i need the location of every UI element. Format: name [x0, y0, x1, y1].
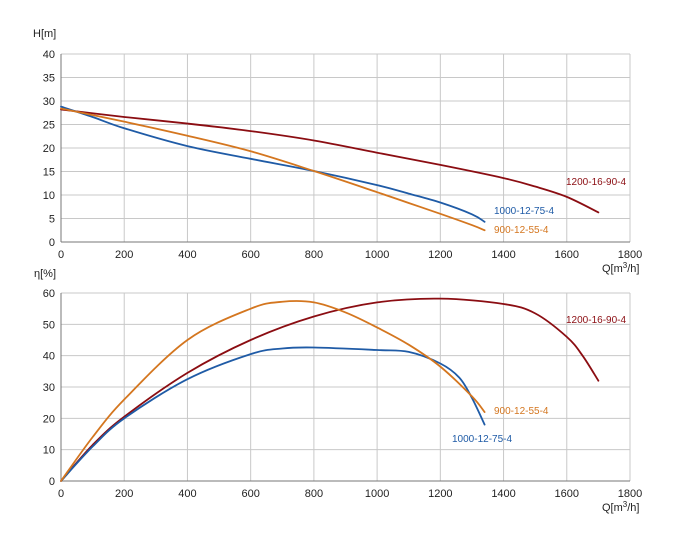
series-line-900-12-55-4: [60, 300, 486, 482]
x-tick-label: 1200: [428, 488, 452, 500]
x-tick-label: 1200: [428, 249, 452, 261]
series-line-900-12-55-4: [60, 107, 486, 232]
y-tick-label: 60: [43, 288, 55, 300]
y-tick-label: 10: [43, 445, 55, 457]
series-label-900-12-55-4: 900-12-55-4: [494, 406, 549, 417]
x-tick-label: 1600: [555, 488, 579, 500]
x-tick-label: 200: [115, 249, 133, 261]
y-tick-label: 30: [43, 96, 55, 108]
y-tick-label: 0: [49, 237, 55, 249]
y-tick-label: 5: [49, 214, 55, 226]
x-tick-label: 800: [305, 249, 323, 261]
y-axis-label: H[m]: [33, 28, 56, 40]
y-tick-label: 10: [43, 190, 55, 202]
series-label-1200-16-90-4: 1200-16-90-4: [566, 315, 626, 326]
y-tick-label: 40: [43, 49, 55, 61]
x-axis-label: Q[m3/h]: [602, 500, 639, 514]
x-tick-label: 1800: [618, 488, 642, 500]
series-label-1000-12-75-4: 1000-12-75-4: [494, 206, 554, 217]
chart-panel-2: 0 200 400 600 800 1000 1200 1400 1600 1800 0 10 20 30…: [34, 268, 642, 514]
x-axis-label-sup: 3: [623, 500, 628, 509]
y-tick-label: 25: [43, 120, 55, 132]
x-tick-label: 800: [305, 488, 323, 500]
x-tick-label: 600: [241, 249, 259, 261]
x-tick-label: 1000: [365, 249, 389, 261]
x-tick-label: 1600: [555, 249, 579, 261]
x-axis-label-end: /h]: [627, 502, 639, 514]
y-tick-label: 30: [43, 382, 55, 394]
y-tick-label: 40: [43, 351, 55, 363]
series-label-1200-16-90-4: 1200-16-90-4: [566, 177, 626, 188]
y-tick-label: 20: [43, 413, 55, 425]
x-tick-label: 0: [58, 488, 64, 500]
chart-panel-1: 0 200 400 600 800 1000 1200 1400 1600 1800 0 5 10 15 2…: [33, 28, 642, 275]
x-tick-label: 600: [241, 488, 259, 500]
series-line-1200-16-90-4: [60, 297, 600, 482]
series-label-900-12-55-4: 900-12-55-4: [494, 225, 549, 236]
x-axis-label-main: Q[m: [602, 502, 623, 514]
y-axis-label: η[%]: [34, 268, 56, 280]
x-tick-label: 0: [58, 249, 64, 261]
x-tick-label: 1800: [618, 249, 642, 261]
x-axis-label-sup: 3: [623, 261, 628, 270]
y-tick-label: 35: [43, 73, 55, 85]
x-axis-label: Q[m3/h]: [602, 261, 639, 275]
x-tick-label: 400: [178, 249, 196, 261]
series-line-1000-12-75-4: [60, 346, 486, 482]
y-tick-label: 15: [43, 167, 55, 179]
x-tick-label: 400: [178, 488, 196, 500]
x-tick-label: 1400: [491, 488, 515, 500]
y-tick-label: 50: [43, 319, 55, 331]
x-axis-label-end: /h]: [627, 263, 639, 275]
x-tick-label: 1000: [365, 488, 389, 500]
y-tick-label: 0: [49, 476, 55, 488]
x-axis-label-main: Q[m: [602, 263, 623, 275]
series-line-1200-16-90-4: [60, 108, 600, 214]
x-tick-label: 200: [115, 488, 133, 500]
series-label-1000-12-75-4: 1000-12-75-4: [452, 434, 512, 445]
y-tick-label: 20: [43, 143, 55, 155]
x-tick-label: 1400: [491, 249, 515, 261]
